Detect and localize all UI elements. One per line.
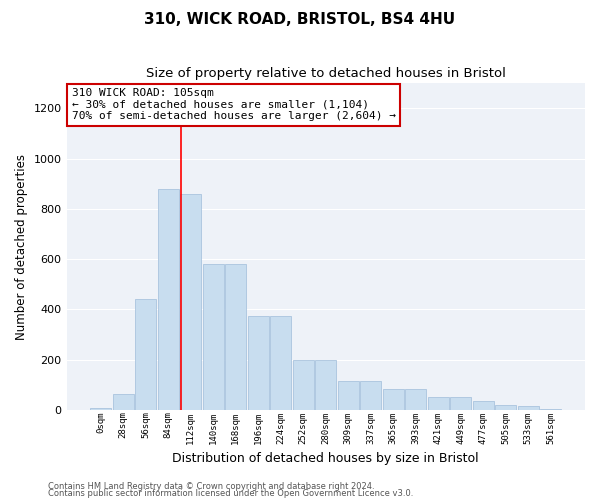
Bar [428, 398, 449, 410]
Bar [270, 316, 292, 410]
Bar [338, 381, 359, 410]
Bar [90, 408, 112, 410]
Bar [450, 398, 472, 410]
Bar [248, 316, 269, 410]
Bar [203, 264, 224, 410]
Bar [405, 388, 427, 410]
Bar [495, 405, 517, 410]
Bar [473, 401, 494, 410]
Bar [180, 194, 202, 410]
Y-axis label: Number of detached properties: Number of detached properties [15, 154, 28, 340]
Bar [293, 360, 314, 410]
Bar [225, 264, 247, 410]
Bar [135, 300, 157, 410]
Bar [540, 409, 562, 410]
Text: 310 WICK ROAD: 105sqm
← 30% of detached houses are smaller (1,104)
70% of semi-d: 310 WICK ROAD: 105sqm ← 30% of detached … [72, 88, 396, 121]
Title: Size of property relative to detached houses in Bristol: Size of property relative to detached ho… [146, 68, 506, 80]
Bar [360, 381, 382, 410]
Bar [383, 388, 404, 410]
Bar [158, 188, 179, 410]
Bar [315, 360, 337, 410]
Bar [518, 406, 539, 410]
Text: Contains public sector information licensed under the Open Government Licence v3: Contains public sector information licen… [48, 489, 413, 498]
Text: 310, WICK ROAD, BRISTOL, BS4 4HU: 310, WICK ROAD, BRISTOL, BS4 4HU [145, 12, 455, 28]
Text: Contains HM Land Registry data © Crown copyright and database right 2024.: Contains HM Land Registry data © Crown c… [48, 482, 374, 491]
X-axis label: Distribution of detached houses by size in Bristol: Distribution of detached houses by size … [172, 452, 479, 465]
Bar [113, 394, 134, 410]
